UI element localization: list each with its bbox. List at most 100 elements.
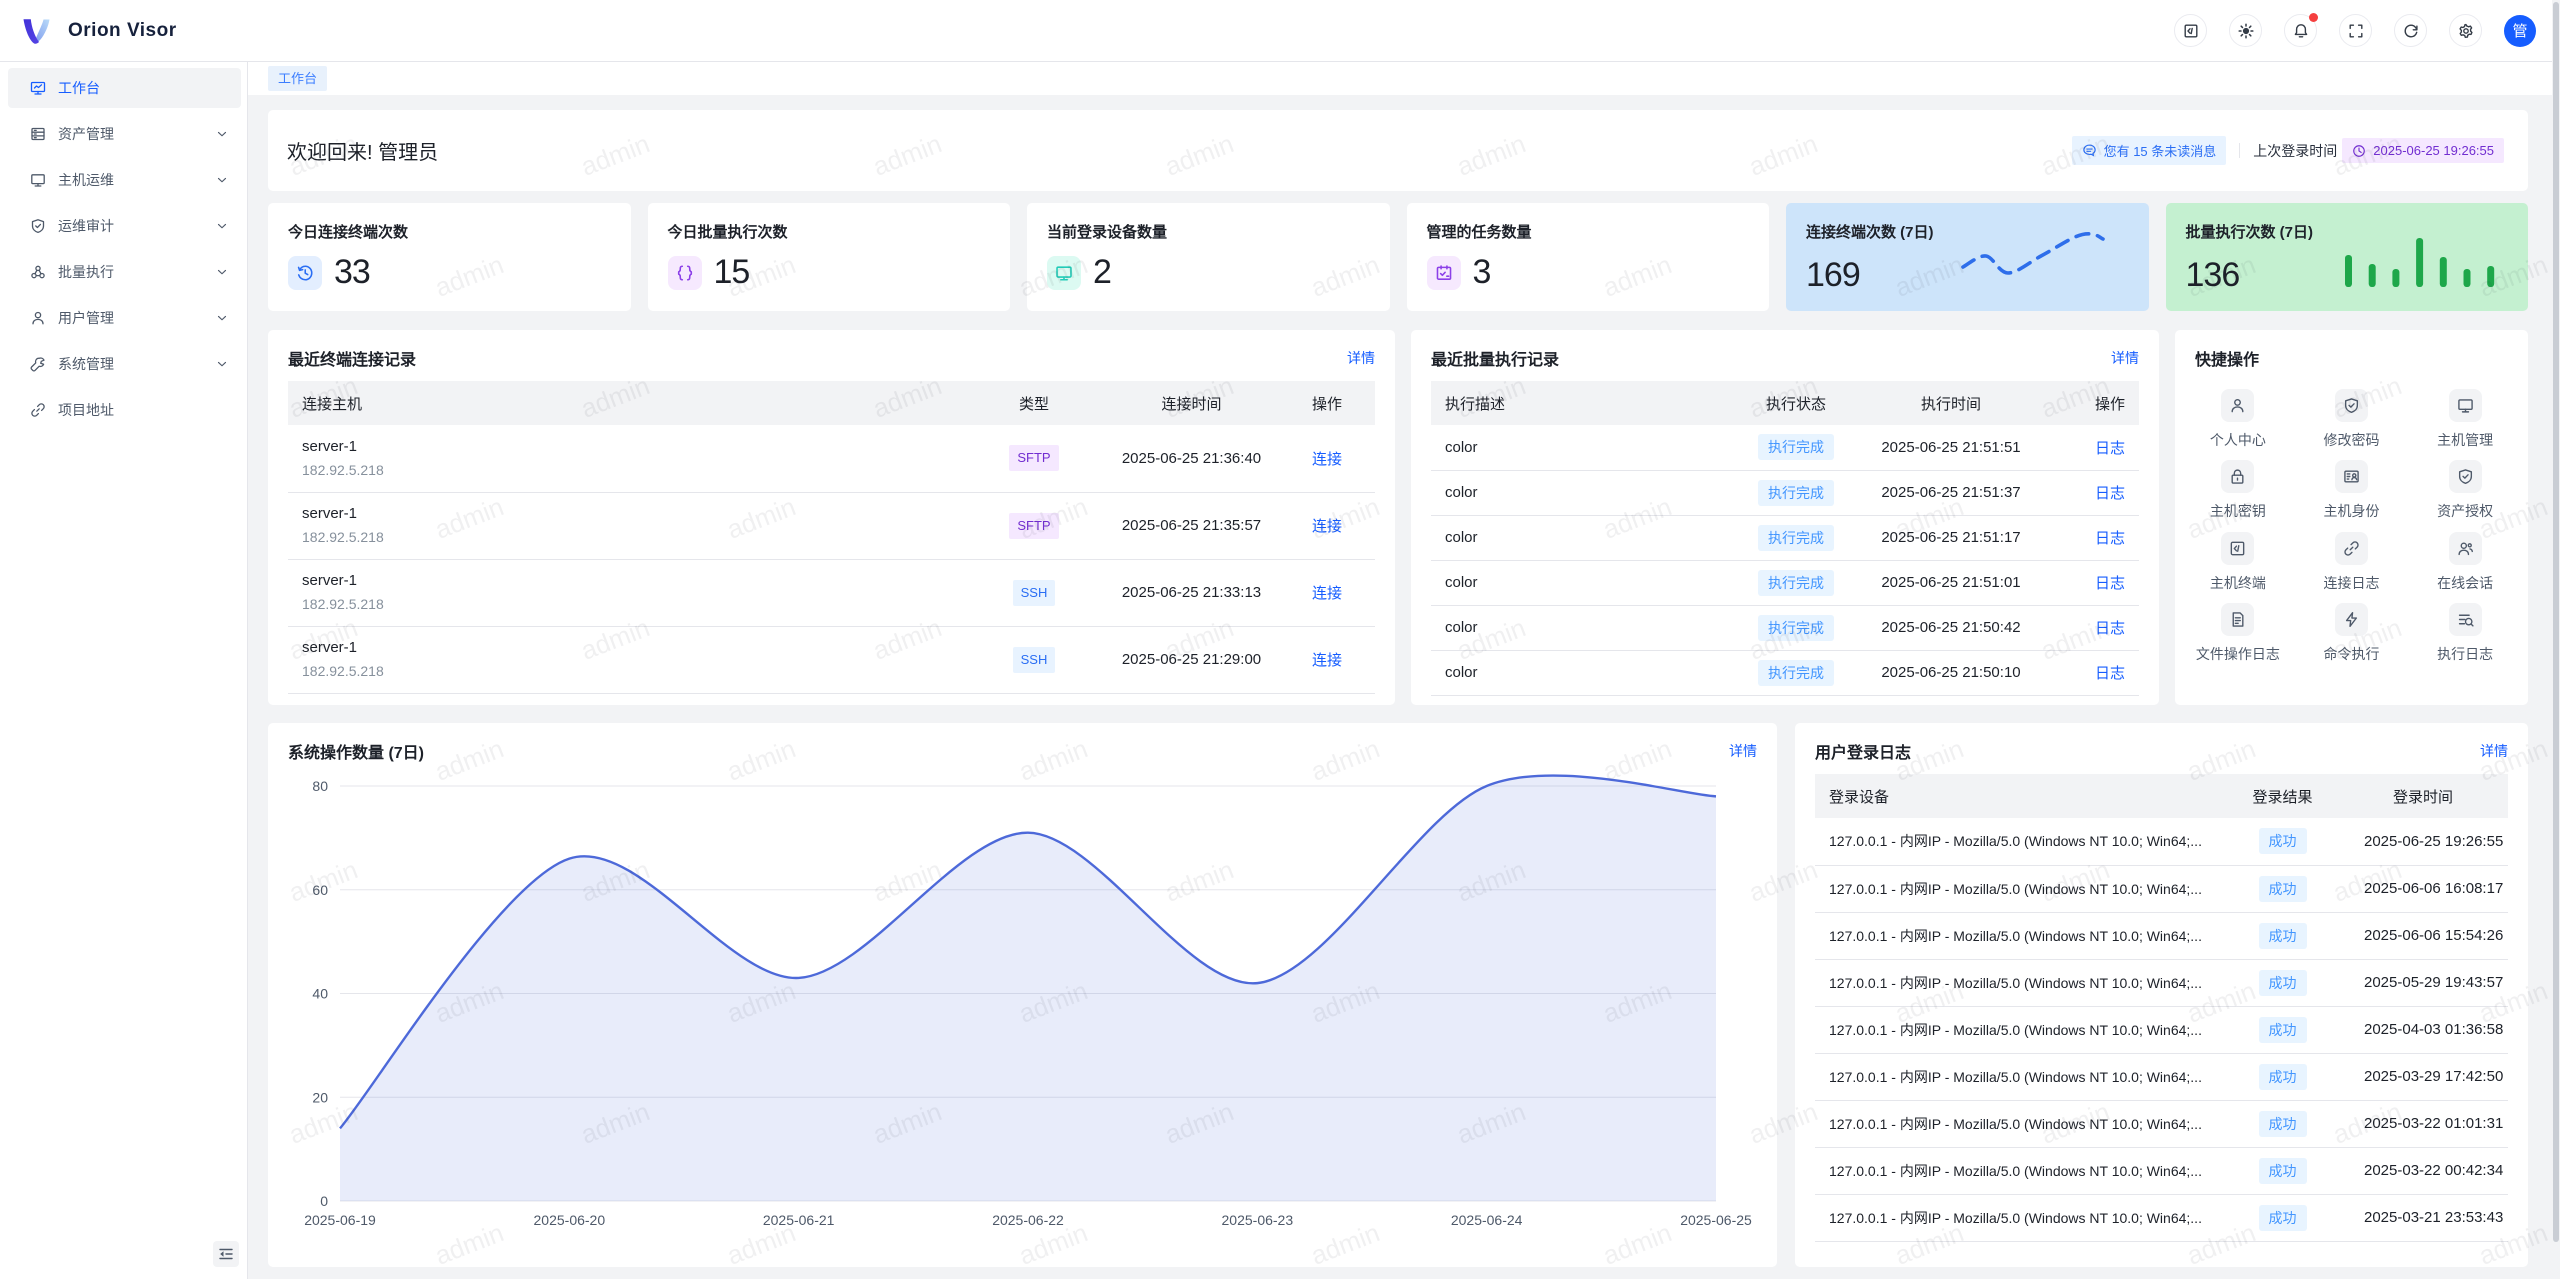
table-row: 127.0.0.1 - 内网IP - Mozilla/5.0 (Windows … [1815,912,2508,960]
last-login-time-badge: 2025-06-25 19:26:55 [2342,138,2504,163]
unread-messages-badge[interactable]: 您有 15 条未读消息 [2071,136,2227,165]
quick-op-5[interactable]: 资产授权 [2408,452,2522,523]
host-ip: 182.92.5.218 [302,529,384,545]
connect-link[interactable]: 连接 [1311,450,1342,468]
column-header: 类型 [964,381,1104,425]
breadcrumb-item-workbench[interactable]: 工作台 [268,66,328,91]
log-link[interactable]: 日志 [2094,665,2125,682]
login-log-detail-link[interactable]: 详情 [2480,743,2508,759]
gear-button[interactable] [2449,14,2482,47]
refresh-icon [2403,23,2419,39]
exec-status-badge: 执行完成 [1758,524,1834,551]
sidebar-item-3[interactable]: 运维审计 [8,206,241,246]
connect-link[interactable]: 连接 [1311,652,1342,669]
sidebar-item-1[interactable]: 资产管理 [8,114,241,154]
connect-link[interactable]: 连接 [1311,585,1342,602]
login-device: 127.0.0.1 - 内网IP - Mozilla/5.0 (Windows … [1815,1100,2215,1148]
cluster-icon [30,264,46,280]
quick-op-1[interactable]: 修改密码 [2295,381,2409,452]
quick-op-4[interactable]: 主机身份 [2295,452,2409,523]
connect-time: 2025-06-25 21:33:13 [1104,559,1279,627]
login-result-badge: 成功 [2258,1204,2307,1231]
exec-sparkbars [2345,238,2495,287]
login-log-title: 用户登录日志 [1815,745,1912,762]
sidebar-item-0[interactable]: 工作台 [8,68,241,108]
terminal-records-detail-link[interactable]: 详情 [1347,350,1375,366]
login-time: 2025-06-25 19:26:55 [2350,818,2508,866]
quick-op-0[interactable]: 个人中心 [2181,381,2295,452]
stat-card-3: 管理的任务数量 3 [1406,203,1769,311]
bell-button[interactable] [2284,13,2318,47]
sidebar: 工作台资产管理主机运维运维审计批量执行用户管理系统管理项目地址 [0,62,248,1279]
stat-card-1: 今日批量执行次数 15 [647,203,1010,311]
table-row: color 执行完成 2025-06-25 21:51:51 日志 [1431,425,2139,471]
sidebar-collapse-button[interactable] [213,1241,239,1267]
last-login-label: 上次登录时间 [2253,142,2338,159]
lightning-icon [2334,602,2368,636]
protocol-tag: SSH [1012,646,1056,673]
app-logo[interactable]: Orion Visor [20,15,177,47]
quick-op-10[interactable]: 命令执行 [2295,595,2409,666]
sidebar-item-2[interactable]: 主机运维 [8,160,241,200]
bell-icon [2293,23,2309,39]
protocol-tag: SFTP [1009,445,1059,472]
sidebar-item-5[interactable]: 用户管理 [8,298,241,338]
quick-op-label: 修改密码 [2323,432,2380,448]
login-result-badge: 成功 [2258,1016,2307,1043]
table-row: server-1 182.92.5.218 SSH 2025-06-25 21:… [288,626,1375,694]
login-result-badge: 成功 [2258,828,2307,855]
host-name: server-1 [302,437,358,455]
terminal-records-title: 最近终端连接记录 [288,352,417,369]
table-row: 127.0.0.1 - 内网IP - Mozilla/5.0 (Windows … [1815,1006,2508,1054]
unread-messages-text: 您有 15 条未读消息 [2103,144,2217,159]
sidebar-item-4[interactable]: 批量执行 [8,252,241,292]
page-scrollbar[interactable] [2552,0,2560,1279]
gear-icon [2458,23,2474,39]
sidebar-item-label: 资产管理 [58,126,114,142]
sidebar-item-7[interactable]: 项目地址 [8,390,241,430]
log-link[interactable]: 日志 [2094,620,2125,637]
sidebar-item-6[interactable]: 系统管理 [8,344,241,384]
table-row: 127.0.0.1 - 内网IP - Mozilla/5.0 (Windows … [1815,865,2508,913]
sidebar-item-label: 运维审计 [58,218,114,234]
dashboard-icon [30,80,46,96]
exec-time: 2025-06-25 21:51:17 [1871,515,2031,561]
sidebar-item-label: 工作台 [58,80,100,96]
column-header: 操作 [1279,381,1375,425]
log-link[interactable]: 日志 [2094,575,2125,592]
quick-op-3[interactable]: 主机密钥 [2181,452,2295,523]
code-square-button[interactable] [2174,14,2207,47]
fullscreen-button[interactable] [2339,14,2372,47]
lock-icon [2221,460,2255,494]
quick-op-2[interactable]: 主机管理 [2408,381,2522,452]
log-link[interactable]: 日志 [2094,530,2125,547]
quick-op-8[interactable]: 在线会话 [2408,524,2522,595]
quick-op-7[interactable]: 连接日志 [2295,524,2409,595]
log-link[interactable]: 日志 [2094,485,2125,502]
user-icon [30,310,46,326]
refresh-button[interactable] [2394,14,2427,47]
fullscreen-icon [2348,23,2364,39]
quick-ops-card: 快捷操作 个人中心 修改密码 主机管理 主机密钥 主机身份 资产授权 主机终端 … [2175,330,2528,705]
table-row: 127.0.0.1 - 内网IP - Mozilla/5.0 (Windows … [1815,1100,2508,1148]
user-icon [2221,389,2255,422]
connect-time: 2025-06-25 21:36:40 [1104,425,1279,493]
user-avatar[interactable]: 管 [2504,14,2536,47]
quick-op-11[interactable]: 执行日志 [2408,595,2522,666]
quick-op-9[interactable]: 文件操作日志 [2181,595,2295,666]
column-header: 连接主机 [288,381,964,425]
batch-exec-detail-link[interactable]: 详情 [2111,350,2139,366]
ops-chart-detail-link[interactable]: 详情 [1729,743,1757,759]
quick-op-6[interactable]: 主机终端 [2181,524,2295,595]
scrollbar-thumb[interactable] [2553,2,2559,1242]
stats-row: 今日连接终端次数 33 今日批量执行次数 15 当前登录设备数量 2 管理的任务数量 3 连接终… [268,203,2528,311]
login-log-card: 用户登录日志 详情 登录设备 登录结果 登录时间 127.0.0.1 - 内网IP … [1795,723,2528,1267]
quick-op-label: 个人中心 [2209,432,2266,448]
connect-link[interactable]: 连接 [1311,518,1342,535]
login-log-table: 登录设备 登录结果 登录时间 127.0.0.1 - 内网IP - Mozilla/… [1815,774,2508,1242]
host-name: server-1 [302,505,358,522]
log-link[interactable]: 日志 [2094,439,2125,457]
stat-value: 33 [334,253,371,291]
column-header: 登录时间 [2350,774,2508,818]
sun-button[interactable] [2229,14,2262,47]
